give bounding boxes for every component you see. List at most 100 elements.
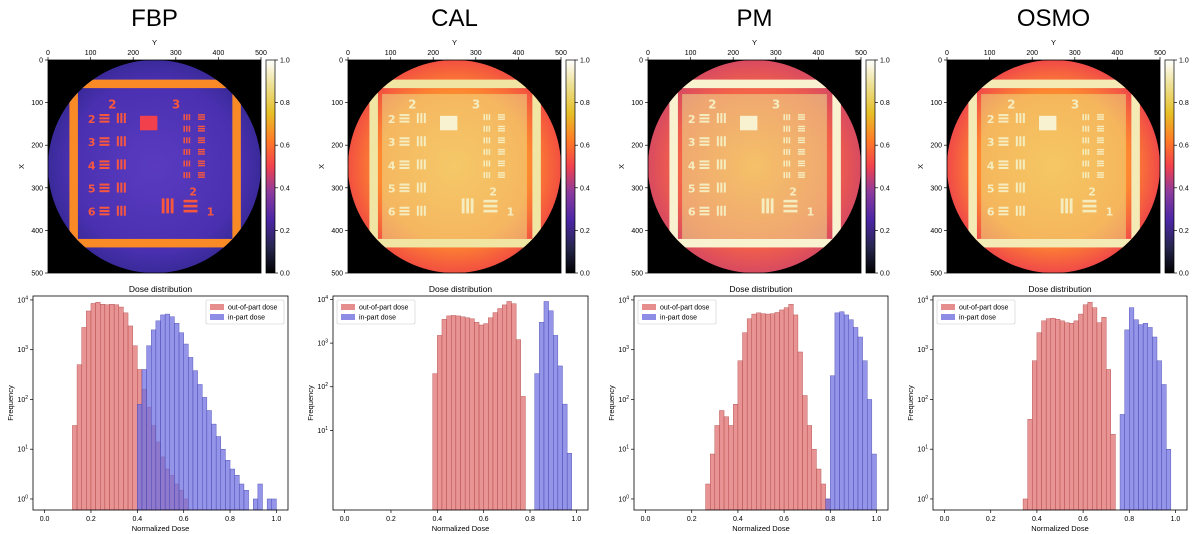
target-right-2-label: 2: [489, 185, 497, 198]
target-small-vbar: [1085, 172, 1087, 179]
y-tick-label: 0: [339, 58, 343, 65]
target-small-vbar: [186, 172, 188, 179]
target-small-vbar: [1082, 125, 1084, 132]
x-tick-label: 300: [170, 50, 182, 57]
legend-box: [936, 299, 1016, 325]
target-hbar: [99, 114, 110, 117]
legend-box: [637, 299, 717, 325]
target-vbar: [716, 113, 719, 124]
target-vbar: [416, 205, 419, 216]
histogram-bar: [211, 423, 217, 511]
target-small-hbar: [1096, 164, 1104, 167]
target-element-e2: 2: [688, 113, 696, 126]
series-in-part: [137, 313, 277, 511]
colorbar-tick-label: 0.0: [1179, 271, 1189, 278]
x-tick-label: 500: [1154, 50, 1166, 57]
y-tick-label: 0: [938, 58, 942, 65]
histogram-bar: [441, 319, 447, 511]
x-tick-label: 0: [346, 50, 350, 57]
target-large-vbar: [1060, 198, 1064, 214]
x-tick-label: 1.0: [872, 516, 882, 523]
target-small-vbar: [188, 125, 191, 132]
target-small-vbar: [1082, 172, 1084, 179]
target-small-vbar: [488, 172, 491, 179]
x-axis-label: Normalized Dose: [432, 524, 490, 533]
y-tick-label: 102: [917, 395, 928, 404]
target-vbar: [720, 205, 723, 216]
histogram-bar: [1059, 320, 1065, 511]
legend-swatch: [210, 304, 224, 310]
target-hbar: [99, 120, 110, 123]
target-vbar: [423, 205, 426, 216]
histogram-bar: [202, 397, 208, 511]
target-small-vbar: [1085, 137, 1087, 144]
frame-left-bar: [968, 75, 977, 258]
x-tick-label: 0.2: [386, 516, 396, 523]
histogram-bar: [1069, 323, 1075, 511]
target-small-hbar: [197, 139, 205, 141]
target-right-2-label: 2: [789, 185, 797, 198]
target-hbar: [399, 206, 410, 209]
y-tick-label: 100: [930, 100, 942, 107]
histogram-bar: [141, 369, 147, 511]
legend-box: [336, 299, 416, 325]
target-small-vbar: [786, 137, 788, 144]
target-large-hbar: [783, 209, 798, 213]
y-tick-label: 300: [930, 185, 942, 192]
target-small-vbar: [788, 125, 791, 132]
target-large-vbar: [770, 198, 774, 214]
target-small-vbar: [486, 172, 488, 179]
y-tick-label: 500: [930, 271, 942, 278]
x-tick-label: 200: [127, 50, 139, 57]
target-hbar: [998, 163, 1009, 166]
histogram-bar: [1147, 327, 1153, 511]
target-hbar: [699, 120, 710, 123]
image-axes-frame: [946, 59, 1161, 274]
target-small-hbar: [797, 114, 805, 116]
target-center-square: [440, 115, 458, 131]
legend-swatch: [642, 314, 656, 320]
colorbar-tick-label: 0.6: [1179, 143, 1189, 150]
target-vbar: [416, 113, 419, 124]
x-tick-label: 0.0: [40, 516, 50, 523]
x-tick-label: 0.2: [86, 516, 96, 523]
target-small-hbar: [197, 151, 205, 153]
target-hbar: [99, 140, 110, 143]
histogram-bar: [742, 332, 748, 511]
target-small-hbar: [197, 164, 205, 167]
histogram-bar: [710, 453, 716, 511]
colorbar: [265, 59, 276, 274]
y-tick-label: 200: [930, 143, 942, 150]
target-large-vbar: [470, 198, 474, 214]
histogram-bar: [553, 335, 559, 511]
y-tick-label: 101: [17, 445, 28, 454]
target-small-vbar: [1082, 114, 1084, 121]
frame-top-bar: [962, 79, 1145, 89]
target-vbar: [1015, 136, 1018, 147]
target-hbar: [998, 117, 1009, 120]
histogram-bar: [109, 304, 115, 511]
target-vbar: [1015, 182, 1018, 193]
target-large-vbar: [166, 198, 170, 214]
y-tick-label: 102: [618, 395, 629, 404]
target-hbar: [699, 140, 710, 143]
histogram-bar: [483, 323, 489, 511]
colorbar-tick-label: 0.8: [580, 100, 590, 107]
target-small-vbar: [486, 114, 488, 121]
legend-label: out-of-part dose: [660, 305, 710, 312]
target-vbar: [416, 182, 419, 193]
histogram-bar: [1152, 336, 1158, 511]
target-small-hbar: [797, 153, 805, 155]
target-small-hbar: [197, 130, 205, 132]
target-vbar: [716, 136, 719, 147]
colorbar-tick-label: 0.6: [880, 143, 890, 150]
histogram-bar: [451, 315, 457, 511]
target-small-hbar: [497, 162, 505, 165]
target-group-2-label: 2: [108, 98, 116, 112]
y-tick-label: 104: [917, 295, 928, 304]
target-vbar: [420, 113, 423, 124]
target-small-vbar: [488, 114, 491, 121]
target-small-hbar: [797, 118, 805, 120]
target-small-hbar: [197, 137, 205, 139]
target-vbar: [416, 159, 419, 170]
